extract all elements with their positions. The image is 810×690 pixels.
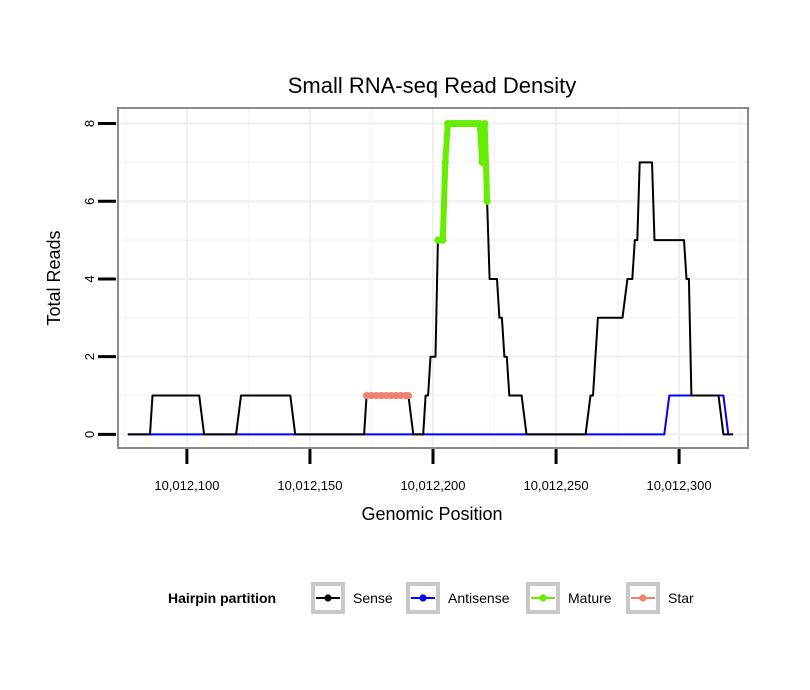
y-tick-label: 0: [82, 431, 97, 438]
point-star: [392, 391, 400, 400]
x-tick-label: 10,012,300: [647, 478, 712, 493]
legend-key-point: [324, 594, 332, 602]
point-star: [397, 391, 405, 400]
point-star: [362, 391, 371, 400]
point-mature: [483, 197, 491, 205]
x-tick-label: 10,012,150: [277, 478, 342, 493]
x-axis: 10,012,100 10,012,150 10,012,200 10,012,250…: [154, 449, 712, 493]
y-tick-label: 2: [82, 353, 97, 360]
point-mature: [439, 236, 447, 244]
point-mature: [441, 158, 449, 166]
series-line-antisense: [127, 394, 730, 436]
y-axis-title: Total Reads: [44, 230, 64, 325]
point-star: [377, 391, 385, 400]
y-axis: 0 2 4 6 8: [82, 120, 116, 438]
y-tick-label: 6: [82, 198, 97, 205]
x-axis-title: Genomic Position: [361, 504, 502, 524]
x-tick-label: 10,012,100: [154, 478, 219, 493]
legend: Hairpin partition Sense Antisense Mature St…: [168, 582, 694, 614]
legend-label-antisense: Antisense: [448, 590, 510, 606]
legend-key-point: [539, 594, 547, 602]
legend-label-star: Star: [668, 590, 694, 606]
point-star: [404, 391, 412, 400]
point-mature: [476, 119, 484, 128]
point-star: [372, 391, 380, 400]
point-mature: [481, 119, 489, 128]
series-line-mature: [437, 120, 491, 244]
x-tick-label: 10,012,200: [400, 478, 465, 493]
point-star: [367, 391, 376, 400]
grid: [118, 108, 748, 448]
series-layer: [127, 119, 734, 436]
point-mature: [478, 158, 486, 166]
legend-key-point: [639, 594, 647, 602]
y-tick-label: 8: [82, 120, 97, 127]
y-tick-label: 4: [82, 275, 97, 282]
chart-title: Small RNA-seq Read Density: [288, 73, 577, 98]
legend-label-sense: Sense: [353, 590, 393, 606]
legend-key-point: [419, 594, 427, 602]
legend-label-mature: Mature: [568, 590, 612, 606]
x-tick-label: 10,012,250: [524, 478, 589, 493]
panel-border: [117, 107, 749, 449]
point-star: [382, 391, 390, 400]
legend-title: Hairpin partition: [168, 590, 276, 606]
point-star: [387, 391, 395, 400]
